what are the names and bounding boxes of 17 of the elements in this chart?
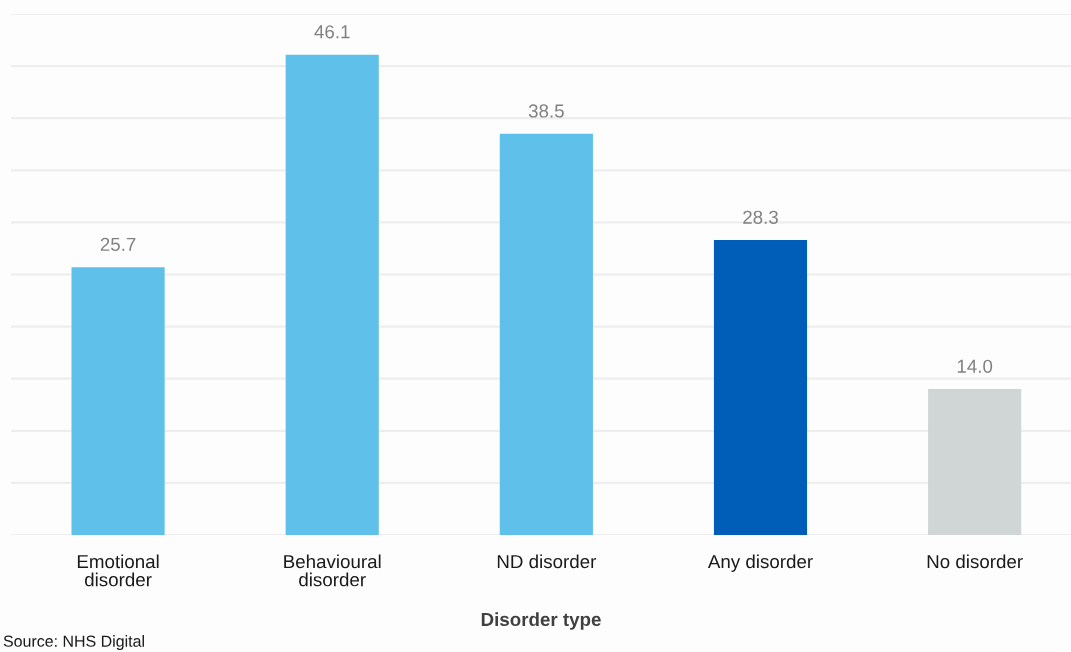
bar [71, 267, 165, 535]
data-label: 46.1 [314, 25, 350, 39]
data-label: 25.7 [100, 237, 136, 251]
x-axis-title: Disorder type [481, 612, 601, 630]
x-tick-label: Any disorder [707, 554, 813, 572]
x-tick-label: Behavioural disorder [284, 554, 381, 587]
bar [285, 54, 379, 535]
data-label: 14.0 [957, 359, 993, 373]
source-note: Source: NHS Digital [3, 635, 144, 650]
bar [499, 133, 593, 535]
x-tick-label: No disorder [927, 554, 1023, 569]
data-label: 38.5 [528, 104, 564, 118]
x-tick-label: ND disorder [497, 554, 597, 569]
data-label: 28.3 [743, 210, 778, 224]
x-tick-label: Emotional disorder [77, 554, 159, 587]
bar [928, 389, 1022, 535]
bar [713, 240, 808, 535]
